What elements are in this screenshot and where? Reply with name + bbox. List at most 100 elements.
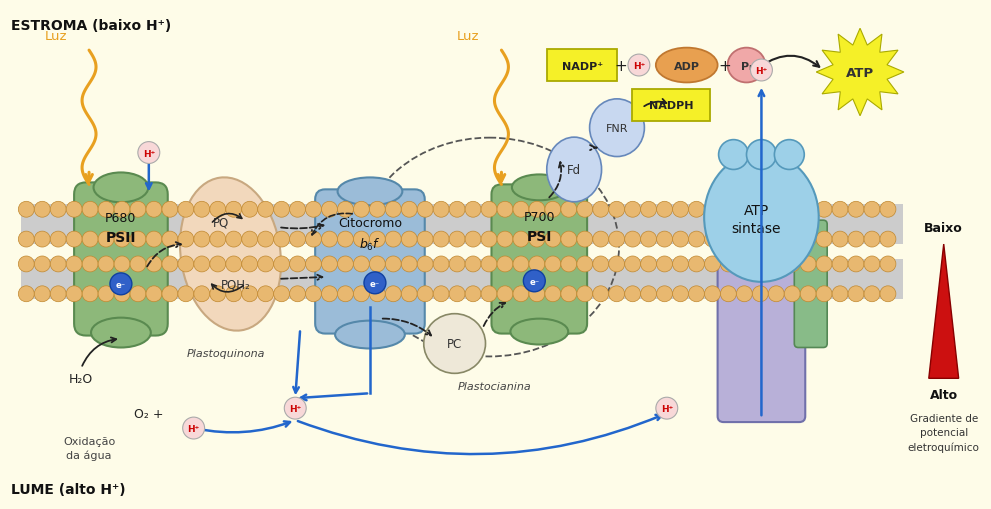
Circle shape <box>768 286 784 302</box>
Circle shape <box>608 286 624 302</box>
Circle shape <box>226 257 242 272</box>
Circle shape <box>593 202 608 218</box>
Circle shape <box>130 232 146 247</box>
Circle shape <box>226 286 242 302</box>
Circle shape <box>545 257 561 272</box>
Circle shape <box>624 232 640 247</box>
Text: Luz: Luz <box>45 30 67 43</box>
Polygon shape <box>817 29 904 117</box>
Circle shape <box>130 202 146 218</box>
Circle shape <box>657 286 673 302</box>
Ellipse shape <box>656 48 717 83</box>
Circle shape <box>593 257 608 272</box>
Circle shape <box>832 232 848 247</box>
Text: ATP
sintase: ATP sintase <box>731 204 781 236</box>
Circle shape <box>146 286 162 302</box>
Circle shape <box>784 286 800 302</box>
Text: H⁺: H⁺ <box>633 62 645 71</box>
Text: ESTROMA (baixo H⁺): ESTROMA (baixo H⁺) <box>11 19 171 33</box>
Circle shape <box>66 286 82 302</box>
Text: ADP: ADP <box>674 62 700 71</box>
Circle shape <box>18 232 35 247</box>
Circle shape <box>848 202 864 218</box>
Circle shape <box>98 232 114 247</box>
Circle shape <box>657 232 673 247</box>
Circle shape <box>321 257 337 272</box>
Circle shape <box>561 202 577 218</box>
Circle shape <box>545 202 561 218</box>
Circle shape <box>736 232 752 247</box>
Circle shape <box>577 257 593 272</box>
Circle shape <box>449 257 465 272</box>
Text: $b_6f$: $b_6f$ <box>359 237 381 252</box>
Circle shape <box>289 232 305 247</box>
Circle shape <box>114 286 130 302</box>
Circle shape <box>146 202 162 218</box>
Ellipse shape <box>705 153 819 282</box>
Circle shape <box>35 257 51 272</box>
Circle shape <box>864 257 880 272</box>
Circle shape <box>98 257 114 272</box>
Text: O₂ +: O₂ + <box>134 407 164 420</box>
Circle shape <box>561 257 577 272</box>
Circle shape <box>289 202 305 218</box>
Text: FNR: FNR <box>606 124 628 133</box>
Circle shape <box>673 202 689 218</box>
Text: Gradiente de
potencial
eletroquímico: Gradiente de potencial eletroquímico <box>908 413 980 452</box>
Circle shape <box>449 202 465 218</box>
Ellipse shape <box>180 178 281 331</box>
Circle shape <box>110 273 132 295</box>
Circle shape <box>194 202 210 218</box>
Circle shape <box>848 257 864 272</box>
Circle shape <box>640 232 657 247</box>
Circle shape <box>624 202 640 218</box>
Circle shape <box>750 60 772 82</box>
Circle shape <box>768 232 784 247</box>
Ellipse shape <box>727 48 765 83</box>
Circle shape <box>274 232 289 247</box>
Circle shape <box>242 257 258 272</box>
Circle shape <box>768 257 784 272</box>
Circle shape <box>497 286 513 302</box>
Circle shape <box>657 257 673 272</box>
Circle shape <box>162 286 177 302</box>
Circle shape <box>832 257 848 272</box>
Circle shape <box>114 257 130 272</box>
Circle shape <box>720 257 736 272</box>
Circle shape <box>624 286 640 302</box>
Circle shape <box>242 286 258 302</box>
Bar <box>22 260 903 299</box>
Circle shape <box>385 257 401 272</box>
Ellipse shape <box>335 321 404 349</box>
Circle shape <box>752 232 768 247</box>
Circle shape <box>689 286 705 302</box>
Circle shape <box>242 202 258 218</box>
FancyBboxPatch shape <box>632 90 710 122</box>
Circle shape <box>577 232 593 247</box>
FancyBboxPatch shape <box>492 185 587 334</box>
Circle shape <box>608 202 624 218</box>
Circle shape <box>182 417 204 439</box>
Circle shape <box>497 232 513 247</box>
Circle shape <box>689 202 705 218</box>
Circle shape <box>35 286 51 302</box>
Circle shape <box>114 232 130 247</box>
Circle shape <box>433 202 449 218</box>
Circle shape <box>258 286 274 302</box>
Circle shape <box>274 257 289 272</box>
Circle shape <box>817 202 832 218</box>
Text: PQ: PQ <box>212 216 229 229</box>
Circle shape <box>784 202 800 218</box>
Circle shape <box>768 202 784 218</box>
Text: Alto: Alto <box>930 388 957 402</box>
Circle shape <box>258 202 274 218</box>
Circle shape <box>593 232 608 247</box>
Circle shape <box>66 257 82 272</box>
Ellipse shape <box>512 175 567 201</box>
Circle shape <box>35 202 51 218</box>
Text: Citocromo: Citocromo <box>338 216 402 229</box>
Circle shape <box>258 232 274 247</box>
Text: H⁺: H⁺ <box>187 424 200 433</box>
Circle shape <box>178 232 194 247</box>
Circle shape <box>513 257 529 272</box>
